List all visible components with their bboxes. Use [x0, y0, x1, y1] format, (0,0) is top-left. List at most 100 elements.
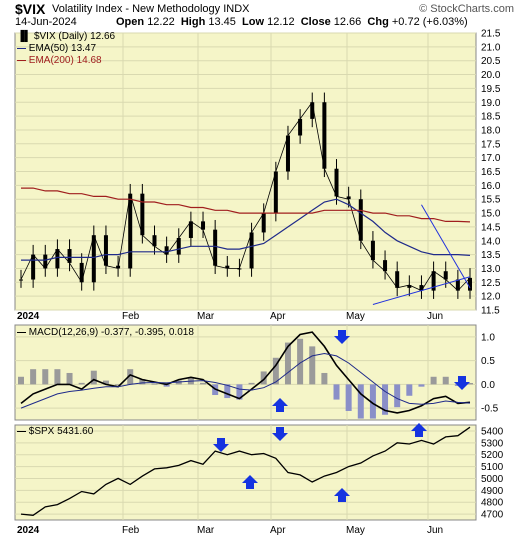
price-body [273, 171, 278, 214]
price-body [43, 254, 48, 269]
price-body [31, 254, 36, 280]
y-tick-label: 12.5 [481, 278, 501, 289]
y-tick-label: 15.0 [481, 209, 501, 220]
macd-histogram-bar [394, 384, 401, 408]
y-tick-label: 5200 [481, 450, 504, 461]
macd-histogram-bar [406, 384, 413, 396]
price-body [322, 102, 327, 169]
price-body [407, 285, 412, 288]
chg-value: +0.72 (+6.03%) [391, 16, 468, 28]
macd-legend-values: -0.377, -0.395, 0.018 [101, 327, 194, 338]
price-body [188, 221, 193, 238]
macd-histogram-bar [309, 346, 316, 385]
spx-legend-text: $SPX 5431.60 [28, 426, 94, 437]
macd-up-arrow [272, 398, 288, 412]
month-label-jun: Jun [427, 525, 444, 536]
y-tick-label: 13.5 [481, 250, 501, 261]
close-value: 12.66 [333, 16, 362, 28]
price-body [237, 268, 242, 270]
price-body [310, 102, 315, 119]
price-body [91, 235, 96, 283]
ema50-line [21, 198, 471, 261]
price-body [358, 199, 363, 241]
y-tick-label: 21.0 [481, 42, 501, 53]
watermark: © StockCharts.com [419, 3, 514, 15]
low-value: 12.12 [267, 16, 295, 28]
macd-histogram-bar [54, 369, 61, 385]
macd-histogram-bar [78, 382, 85, 385]
month-label-mar: Mar [197, 525, 215, 536]
chg-label: Chg [367, 16, 389, 28]
price-body [176, 237, 181, 255]
price-body [468, 277, 472, 291]
support-trendline [372, 276, 471, 305]
high-label: High [180, 16, 206, 28]
price-body [455, 279, 460, 291]
y-tick-label: 17.5 [481, 139, 501, 150]
price-body [164, 246, 169, 255]
macd-histogram-bar [102, 380, 109, 385]
price-body [128, 193, 133, 269]
price-body [55, 249, 60, 269]
macd-line [20, 331, 471, 414]
macd-histogram-bar [357, 384, 364, 419]
macd-histogram-bar [248, 382, 255, 385]
macd-histogram-bar [272, 357, 279, 385]
y-tick-label: 14.0 [481, 236, 501, 247]
high-value: 13.45 [208, 16, 236, 28]
spx-down-arrow [213, 438, 229, 452]
main-year-label: 2024 [17, 311, 40, 322]
macd-histogram-bar [345, 384, 352, 411]
y-tick-label: 16.0 [481, 181, 501, 192]
macd-histogram-bar [90, 370, 97, 385]
y-tick-label: 18.0 [481, 125, 501, 136]
spx-up-arrow [242, 475, 258, 489]
y-tick-label: 17.0 [481, 153, 501, 164]
y-tick-label: 1.0 [481, 332, 495, 343]
macd-histogram-bar [321, 372, 328, 385]
vix-price-line [20, 101, 471, 292]
macd-histogram-bar [200, 382, 207, 385]
panel-1-background [14, 324, 477, 421]
macd-histogram-bar [224, 384, 231, 399]
price-body [285, 135, 290, 172]
ema200-line [21, 187, 471, 223]
price-body [346, 196, 351, 200]
macd-histogram-bar [18, 376, 24, 385]
y-tick-label: 20.0 [481, 70, 501, 81]
price-body [152, 235, 157, 247]
y-tick-label: 16.5 [481, 167, 501, 178]
macd-histogram-bar [42, 369, 49, 385]
macd-histogram-bar [333, 384, 340, 400]
price-body [443, 271, 448, 280]
ohlc-readout: Open 12.22 High 13.45 Low 12.12 Close 12… [116, 16, 468, 28]
symbol-title: $VIX [15, 1, 46, 17]
price-body [334, 168, 339, 197]
y-tick-label: 4700 [481, 510, 504, 521]
spx-legend: $SPX 5431.60 [17, 426, 93, 437]
macd-histogram-bar [297, 338, 304, 385]
price-body [383, 260, 388, 272]
price-body [67, 249, 72, 263]
price-body [201, 221, 206, 230]
price-body [19, 279, 23, 281]
price-body [140, 193, 145, 236]
macd-histogram-bar [127, 369, 134, 385]
spx-down-arrow [272, 427, 288, 441]
bottom-year-label: 2024 [17, 525, 40, 536]
quote-date: 14-Jun-2024 [15, 16, 77, 28]
macd-histogram-bar [66, 372, 73, 385]
y-tick-label: 0.5 [481, 356, 495, 367]
macd-histogram-bar [442, 376, 449, 385]
open-value: 12.22 [147, 16, 175, 28]
y-tick-label: 14.5 [481, 222, 501, 233]
legend-price: ▐▌ $VIX (Daily) 12.66 [17, 31, 116, 42]
legend-ema200: EMA(200) 14.68 [17, 55, 115, 67]
price-body [103, 235, 108, 266]
macd-histogram-bar [139, 379, 146, 385]
macd-histogram-bar [236, 384, 243, 400]
macd-histogram-bar [163, 384, 170, 387]
macd-histogram-bar [151, 383, 158, 385]
top-month-label-jun: Jun [427, 311, 444, 322]
panel-2-background [14, 424, 477, 521]
